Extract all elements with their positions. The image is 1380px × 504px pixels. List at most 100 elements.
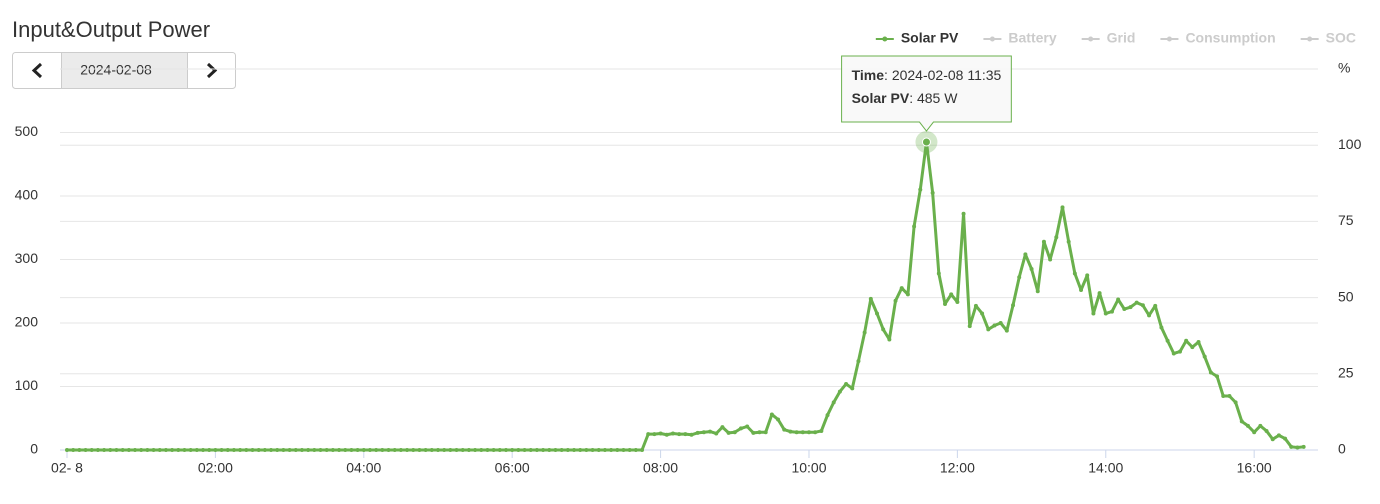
point [157, 448, 162, 452]
point [1116, 297, 1121, 302]
point [65, 448, 69, 452]
x-tick-label: 14:00 [1088, 460, 1123, 476]
point [454, 448, 459, 452]
point [1035, 289, 1040, 294]
point [522, 448, 527, 452]
point [516, 448, 521, 452]
point [936, 271, 941, 276]
point [782, 427, 787, 432]
point [349, 448, 354, 452]
point [986, 327, 991, 332]
point [108, 448, 113, 452]
point [1276, 433, 1281, 438]
point [578, 448, 583, 452]
x-tick-label: 06:00 [495, 460, 530, 476]
point [1066, 239, 1071, 244]
point [293, 448, 298, 452]
point [460, 448, 465, 452]
point [930, 190, 935, 195]
point [1190, 345, 1195, 350]
point [565, 448, 570, 452]
point [670, 431, 675, 436]
point [621, 448, 626, 452]
point [442, 448, 447, 452]
point [1041, 239, 1046, 244]
point [182, 448, 187, 452]
point [559, 448, 564, 452]
point [658, 431, 663, 436]
point [1097, 291, 1102, 296]
point [905, 292, 910, 297]
point [998, 321, 1003, 325]
point [89, 448, 94, 452]
point [893, 298, 898, 303]
point [1239, 419, 1244, 424]
legend-item[interactable]: Battery [983, 30, 1057, 46]
point [83, 448, 88, 452]
point [701, 430, 706, 435]
point [1011, 303, 1016, 308]
point [194, 448, 199, 452]
point [1295, 445, 1300, 450]
tooltip-sep: : [884, 67, 892, 83]
point [714, 431, 719, 436]
point [1153, 303, 1158, 308]
point [380, 448, 385, 452]
legend-item[interactable]: Grid [1081, 30, 1136, 46]
point [318, 448, 323, 452]
point [541, 448, 546, 452]
point [633, 448, 638, 452]
point [1091, 311, 1096, 316]
point [646, 432, 651, 437]
point [640, 448, 645, 452]
point [751, 430, 756, 435]
point [133, 448, 138, 452]
point [367, 448, 372, 452]
legend-item[interactable]: Consumption [1160, 30, 1276, 46]
point [95, 448, 100, 452]
legend-label: SOC [1326, 30, 1356, 46]
next-arrow [206, 62, 218, 79]
next-day-button[interactable] [188, 53, 235, 88]
y-tick-label: 100 [15, 377, 39, 393]
point [219, 448, 224, 452]
point [819, 428, 824, 433]
point [1215, 374, 1220, 379]
y-tick-label: 0 [30, 441, 38, 457]
point [201, 448, 206, 452]
legend: Solar PV Battery Grid Consumption SOC [875, 30, 1356, 46]
date-field[interactable] [61, 53, 188, 88]
prev-day-button[interactable] [13, 53, 61, 88]
x-tick-label: 08:00 [643, 460, 678, 476]
tooltip-key: Solar PV [852, 90, 910, 106]
y-tick-label: 400 [15, 187, 39, 203]
legend-item[interactable]: SOC [1300, 30, 1356, 46]
prev-arrow [31, 62, 43, 79]
point [163, 448, 168, 452]
x-tick-label: 16:00 [1237, 460, 1272, 476]
point [1184, 338, 1189, 343]
point [1147, 313, 1152, 318]
point [584, 448, 589, 452]
point [145, 448, 150, 452]
point [1122, 307, 1127, 312]
point [837, 389, 842, 394]
point [343, 448, 348, 452]
point [405, 448, 410, 452]
point [615, 448, 620, 452]
point [534, 448, 539, 452]
point [1048, 257, 1053, 262]
point [1252, 430, 1257, 435]
point [423, 448, 428, 452]
legend-item[interactable]: Solar PV [875, 30, 959, 46]
legend-label: Consumption [1185, 30, 1275, 46]
point [738, 426, 743, 431]
point [473, 448, 478, 452]
legend-symbol-dot [1307, 36, 1313, 42]
point [386, 448, 391, 452]
point [1289, 444, 1294, 449]
point [943, 301, 948, 306]
point [813, 430, 818, 435]
point [269, 448, 274, 452]
point [361, 448, 366, 452]
